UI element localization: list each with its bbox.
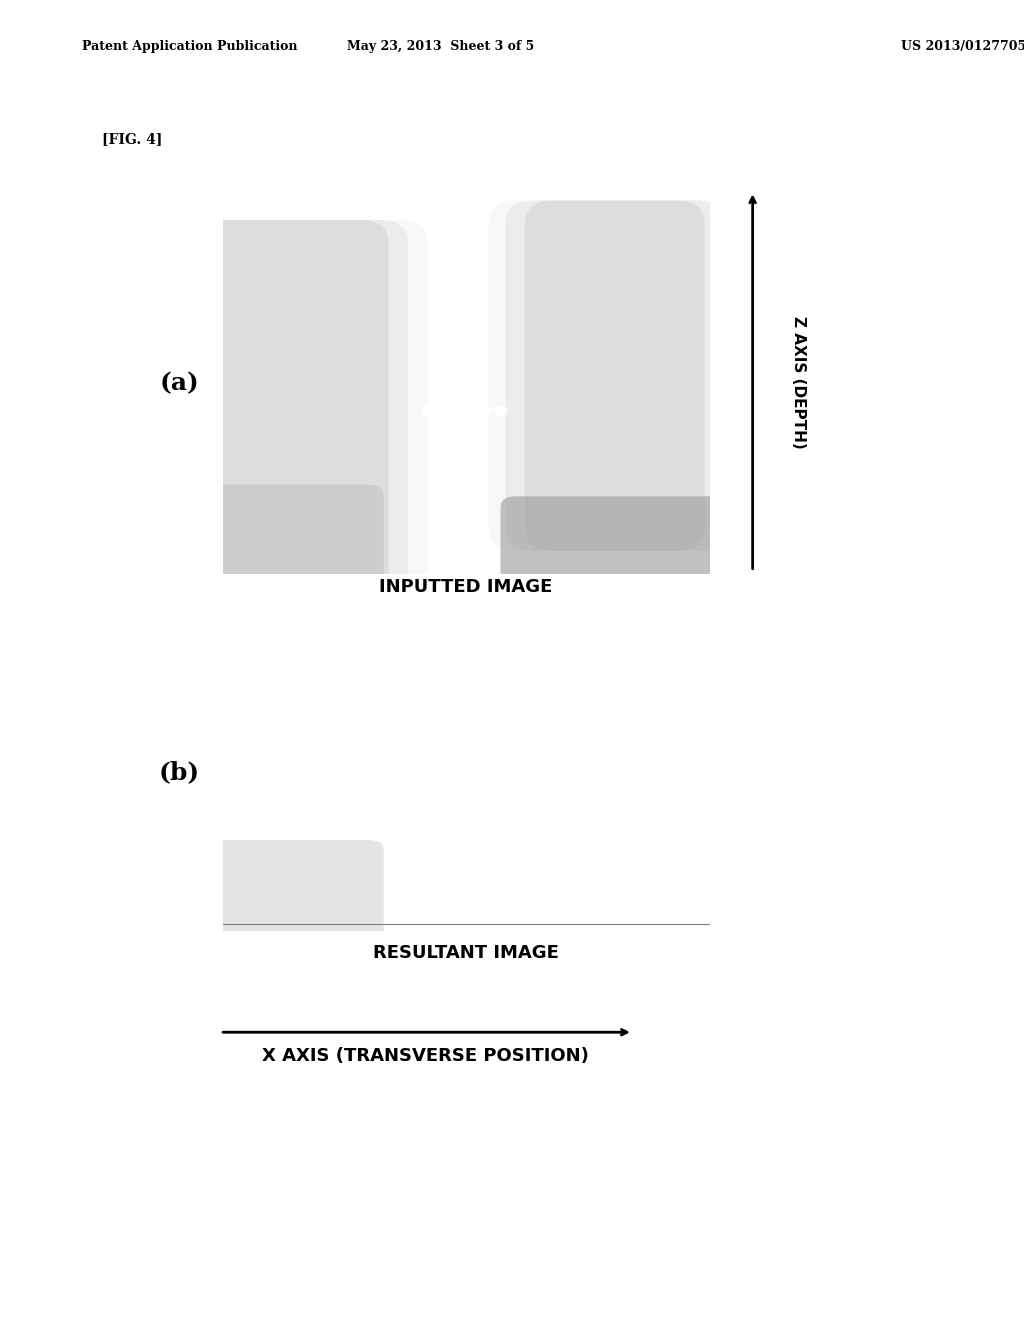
Circle shape — [317, 642, 329, 649]
Text: (b): (b) — [159, 760, 200, 784]
Circle shape — [451, 407, 463, 416]
FancyBboxPatch shape — [184, 484, 384, 606]
FancyBboxPatch shape — [559, 209, 671, 543]
Circle shape — [436, 407, 447, 416]
FancyBboxPatch shape — [223, 227, 350, 590]
FancyBboxPatch shape — [262, 627, 384, 950]
FancyBboxPatch shape — [184, 220, 388, 598]
Text: INPUTTED IMAGE: INPUTTED IMAGE — [379, 578, 553, 597]
Text: Z AXIS (DEPTH): Z AXIS (DEPTH) — [792, 317, 806, 449]
Text: X AXIS (TRANSVERSE POSITION): X AXIS (TRANSVERSE POSITION) — [261, 1047, 589, 1065]
FancyBboxPatch shape — [145, 220, 428, 598]
FancyBboxPatch shape — [505, 610, 612, 928]
Text: RESULTANT IMAGE: RESULTANT IMAGE — [373, 944, 559, 962]
Circle shape — [554, 626, 566, 634]
Circle shape — [422, 407, 433, 416]
Circle shape — [466, 407, 477, 416]
Circle shape — [495, 407, 506, 416]
Text: [FIG. 4]: [FIG. 4] — [102, 132, 163, 145]
Text: (a): (a) — [160, 371, 199, 395]
FancyBboxPatch shape — [165, 220, 408, 598]
FancyBboxPatch shape — [506, 201, 724, 550]
Circle shape — [480, 407, 492, 416]
FancyBboxPatch shape — [184, 840, 384, 957]
FancyBboxPatch shape — [488, 201, 741, 550]
Text: US 2013/0127705 A1: US 2013/0127705 A1 — [901, 40, 1024, 53]
Text: 4: 4 — [233, 623, 239, 632]
FancyBboxPatch shape — [524, 201, 705, 550]
FancyBboxPatch shape — [501, 496, 749, 606]
Text: Patent Application Publication: Patent Application Publication — [82, 40, 297, 53]
Text: May 23, 2013  Sheet 3 of 5: May 23, 2013 Sheet 3 of 5 — [347, 40, 534, 53]
